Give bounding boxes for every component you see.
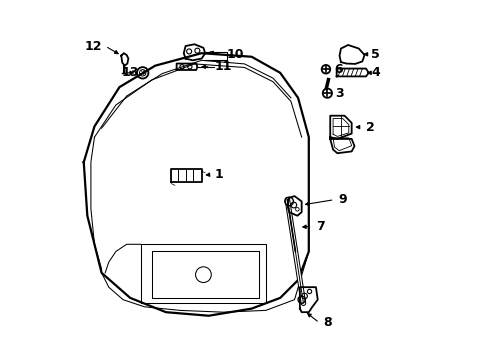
Text: 5: 5 [370,48,379,61]
Text: 9: 9 [337,193,346,206]
Text: 1: 1 [214,168,223,181]
Text: 10: 10 [226,49,244,62]
Text: 3: 3 [335,87,344,100]
Text: 11: 11 [214,60,231,73]
Text: 12: 12 [84,40,102,53]
Text: 13: 13 [121,66,139,79]
Text: 6: 6 [333,63,342,76]
Text: 7: 7 [315,220,324,233]
Text: 4: 4 [370,66,379,79]
Text: 2: 2 [365,121,374,134]
Text: 8: 8 [323,316,331,329]
